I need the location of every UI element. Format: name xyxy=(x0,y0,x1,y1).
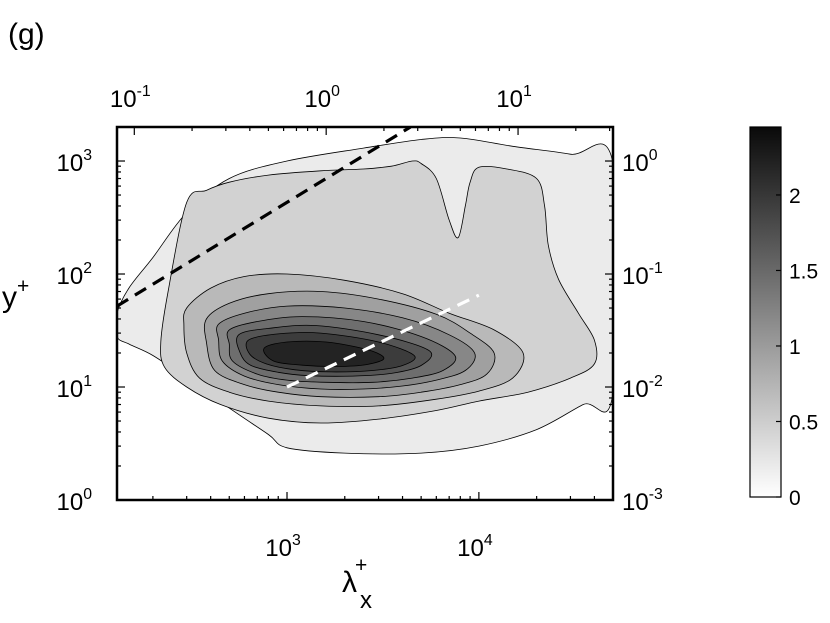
plot-frame xyxy=(115,125,615,502)
colorbar-tick-label: 0 xyxy=(789,487,801,510)
black-dashed-line xyxy=(117,127,412,308)
colorbar: 0 0.5 1 1.5 2 xyxy=(749,126,818,510)
axes: 103 104 100 101 102 103 10-1 100 101 10-3 10-2 10-1… xyxy=(2,83,663,614)
colorbar-tick-label: 0.5 xyxy=(789,411,818,434)
y-tick-label: 102 xyxy=(56,260,92,290)
white-dashed-line xyxy=(286,293,480,389)
y-tick-label: 100 xyxy=(56,486,92,516)
x-tick-label: 103 xyxy=(265,532,301,562)
right-tick-label: 10-3 xyxy=(622,486,663,516)
top-tick-label: 100 xyxy=(304,83,340,113)
colorbar-tick-label: 2 xyxy=(789,185,801,208)
contour-band-9 xyxy=(263,340,385,367)
x-tick-label: 104 xyxy=(457,532,493,562)
y-tick-label: 101 xyxy=(56,373,92,403)
right-tick-label: 10-1 xyxy=(622,260,663,290)
top-tick-label: 101 xyxy=(496,83,532,113)
right-tick-label: 10-2 xyxy=(622,373,663,403)
colorbar-gradient xyxy=(749,126,782,498)
y-axis-label: y+ xyxy=(2,275,29,314)
reference-lines xyxy=(117,127,480,389)
right-tick-label: 100 xyxy=(622,147,658,177)
colorbar-tick-label: 1 xyxy=(789,336,801,359)
panel-label: (g) xyxy=(8,18,45,51)
y-tick-label: 103 xyxy=(56,147,92,177)
colorbar-tick-label: 1.5 xyxy=(789,260,818,283)
top-tick-label: 10-1 xyxy=(110,83,151,113)
x-axis-label: λ+ x xyxy=(342,554,372,614)
contour-layer xyxy=(117,127,613,500)
